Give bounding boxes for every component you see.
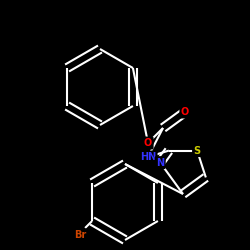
Text: HN: HN: [140, 152, 156, 162]
Text: Br: Br: [74, 230, 86, 240]
Text: O: O: [181, 107, 189, 117]
Text: S: S: [194, 146, 201, 156]
Text: N: N: [156, 158, 164, 168]
Text: O: O: [144, 138, 152, 148]
